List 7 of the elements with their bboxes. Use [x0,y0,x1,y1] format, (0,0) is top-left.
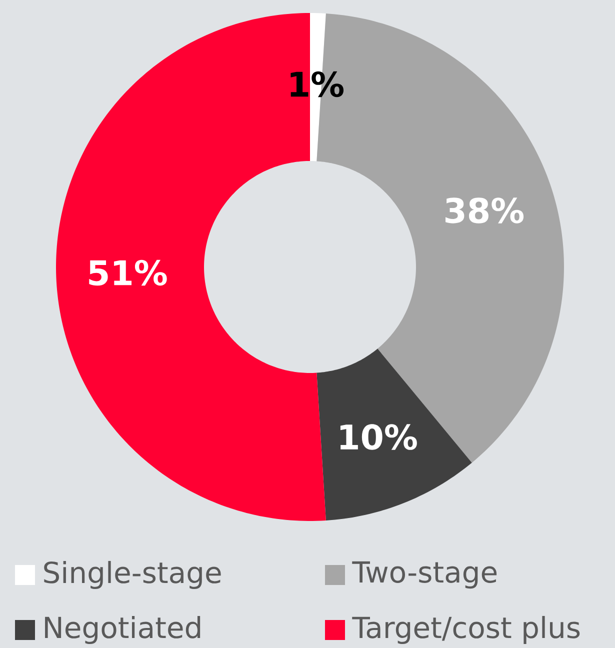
legend-label: Negotiated [45,616,200,644]
data-label: 51% [89,260,167,286]
data-label: 38% [446,198,524,224]
data-label: 10% [340,424,417,450]
legend-label: Single-stage [44,560,221,590]
legend-label: Two-stage [352,561,497,589]
legend-label: Target/cost plus [352,616,580,644]
